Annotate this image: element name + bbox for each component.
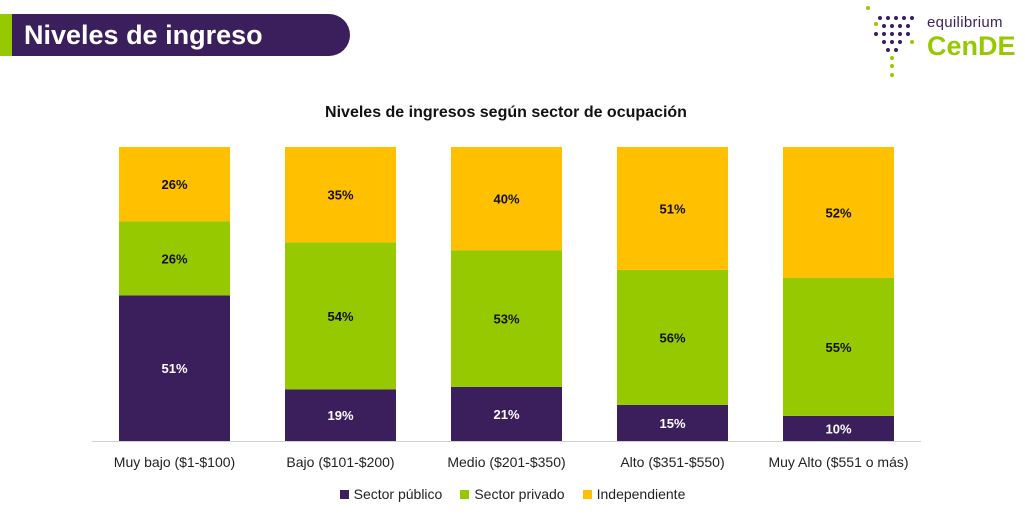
legend-label-independiente: Independiente <box>596 486 686 502</box>
data-label-publico-2: 21% <box>493 407 519 422</box>
legend-swatch-privado <box>460 489 470 499</box>
bar-independiente-2 <box>451 147 562 251</box>
category-label-0: Muy bajo ($1-$100) <box>114 454 235 470</box>
logo-dots-icon <box>866 6 914 77</box>
bar-independiente-4 <box>783 147 894 278</box>
legend-swatch-independiente <box>582 489 592 499</box>
category-label-4: Muy Alto ($551 o más) <box>768 454 908 470</box>
legend-item-independiente: Independiente <box>582 486 686 502</box>
legend-item-publico: Sector público <box>339 486 443 502</box>
bar-independiente-3 <box>617 147 728 270</box>
data-label-privado-1: 54% <box>327 309 353 324</box>
chart-title: Niveles de ingresos según sector de ocup… <box>325 104 687 121</box>
bar-independiente-1 <box>285 147 396 243</box>
category-label-3: Alto ($351-$550) <box>620 454 724 470</box>
header-title-bar: Niveles de ingreso <box>12 14 350 56</box>
data-label-independiente-4: 52% <box>825 205 851 220</box>
data-label-publico-4: 10% <box>825 421 851 436</box>
category-label-2: Medio ($201-$350) <box>447 454 565 470</box>
data-label-independiente-1: 35% <box>327 188 353 203</box>
bar-privado-1 <box>285 242 396 390</box>
bar-privado-0 <box>119 221 230 296</box>
category-label-1: Bajo ($101-$200) <box>286 454 394 470</box>
data-label-publico-0: 51% <box>161 361 187 376</box>
page-title: Niveles de ingreso <box>24 19 263 50</box>
bar-publico-2 <box>451 386 562 441</box>
bar-publico-1 <box>285 389 396 441</box>
data-label-privado-3: 56% <box>659 330 685 345</box>
data-label-publico-3: 15% <box>659 416 685 431</box>
data-label-independiente-0: 26% <box>161 177 187 192</box>
data-label-privado-2: 53% <box>493 312 519 327</box>
legend-label-privado: Sector privado <box>474 486 565 502</box>
header-accent-bar <box>0 14 12 56</box>
data-label-privado-0: 26% <box>161 251 187 266</box>
legend-label-publico: Sector público <box>353 486 443 502</box>
bar-publico-3 <box>617 404 728 441</box>
bar-independiente-0 <box>119 147 230 222</box>
bar-publico-4 <box>783 415 894 441</box>
bar-privado-4 <box>783 277 894 416</box>
data-label-privado-4: 55% <box>825 340 851 355</box>
logo-main-text: CenDE <box>927 31 1016 61</box>
bar-publico-0 <box>119 295 230 441</box>
legend-swatch-publico <box>339 489 349 499</box>
data-label-publico-1: 19% <box>327 408 353 423</box>
chart-legend: Sector público Sector privado Independie… <box>0 486 1025 502</box>
bar-privado-2 <box>451 250 562 387</box>
bar-privado-3 <box>617 269 728 405</box>
data-label-independiente-3: 51% <box>659 201 685 216</box>
logo-top-text: equilibrium <box>927 14 1003 31</box>
data-label-independiente-2: 40% <box>493 192 519 207</box>
legend-item-privado: Sector privado <box>460 486 565 502</box>
